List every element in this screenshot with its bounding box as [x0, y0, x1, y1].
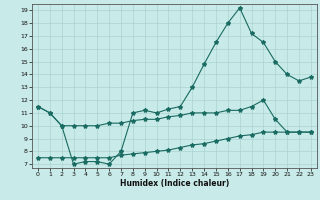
X-axis label: Humidex (Indice chaleur): Humidex (Indice chaleur) [120, 179, 229, 188]
